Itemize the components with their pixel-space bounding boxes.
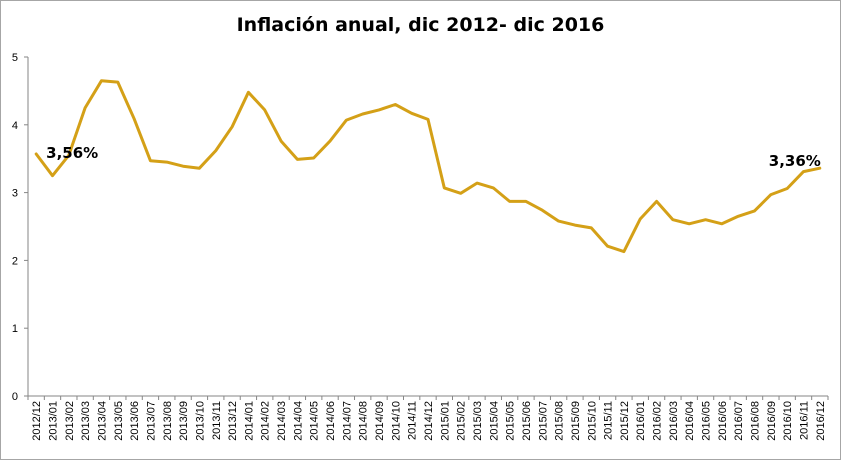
- x-tick-label: 2015/08: [554, 401, 566, 441]
- x-tick-label: 2016/05: [701, 401, 713, 441]
- x-tick-label: 2015/02: [456, 401, 468, 441]
- x-tick-label: 2014/01: [243, 401, 255, 441]
- x-tick-label: 2013/04: [96, 401, 108, 441]
- y-tick-label: 3: [12, 188, 18, 200]
- x-tick-label: 2013/12: [227, 401, 239, 441]
- x-tick-label: 2015/04: [488, 401, 500, 441]
- x-tick-label: 2014/10: [390, 401, 402, 441]
- y-tick-label: 1: [12, 323, 18, 335]
- x-tick-label: 2016/06: [717, 401, 729, 441]
- x-tick-label: 2015/05: [505, 401, 517, 441]
- y-tick-label: 4: [12, 120, 18, 132]
- x-tick-label: 2015/06: [521, 401, 533, 441]
- x-tick-label: 2013/10: [194, 401, 206, 441]
- x-tick-label: 2013/09: [178, 401, 190, 441]
- x-tick-label: 2016/09: [766, 401, 778, 441]
- y-tick-label: 2: [12, 255, 18, 267]
- x-tick-label: 2016/12: [815, 401, 827, 441]
- x-tick-label: 2013/06: [129, 401, 141, 441]
- x-tick-label: 2015/07: [537, 401, 549, 441]
- x-tick-label: 2014/12: [423, 401, 435, 441]
- x-tick-label: 2015/09: [570, 401, 582, 441]
- x-tick-label: 2014/09: [374, 401, 386, 441]
- y-tick-label: 5: [12, 52, 18, 64]
- x-tick-label: 2014/04: [292, 401, 304, 441]
- x-tick-label: 2016/08: [750, 401, 762, 441]
- x-tick-label: 2012/12: [31, 401, 43, 441]
- x-tick-label: 2014/11: [407, 401, 419, 440]
- x-tick-label: 2013/05: [113, 401, 125, 441]
- x-tick-label: 2013/02: [64, 401, 76, 441]
- x-tick-label: 2015/11: [603, 401, 615, 440]
- x-tick-label: 2016/11: [799, 401, 811, 440]
- x-tick-label: 2016/02: [652, 401, 664, 441]
- x-tick-label: 2016/07: [733, 401, 745, 441]
- data-label: 3,36%: [769, 152, 821, 170]
- x-tick-label: 2013/11: [211, 401, 223, 440]
- x-tick-label: 2013/08: [162, 401, 174, 441]
- x-tick-label: 2014/06: [325, 401, 337, 441]
- x-tick-label: 2015/10: [586, 401, 598, 441]
- x-tick-label: 2016/01: [635, 401, 647, 441]
- x-tick-label: 2015/01: [439, 401, 451, 441]
- x-tick-label: 2014/05: [309, 401, 321, 441]
- x-tick-label: 2015/12: [619, 401, 631, 441]
- y-tick-label: 0: [12, 391, 18, 403]
- x-tick-label: 2016/10: [782, 401, 794, 441]
- chart-title: Inflación anual, dic 2012- dic 2016: [236, 14, 605, 36]
- x-tick-label: 2014/07: [341, 401, 353, 441]
- x-tick-label: 2014/02: [260, 401, 272, 441]
- x-tick-label: 2013/03: [80, 401, 92, 441]
- x-tick-label: 2013/01: [47, 401, 59, 441]
- x-tick-label: 2016/03: [668, 401, 680, 441]
- inflation-series-line: [34, 79, 822, 254]
- x-tick-label: 2014/03: [276, 401, 288, 441]
- data-label: 3,56%: [46, 144, 98, 162]
- x-tick-label: 2014/08: [358, 401, 370, 441]
- x-tick-label: 2015/03: [472, 401, 484, 441]
- x-tick-label: 2013/07: [145, 401, 157, 441]
- x-tick-label: 2016/04: [684, 401, 696, 441]
